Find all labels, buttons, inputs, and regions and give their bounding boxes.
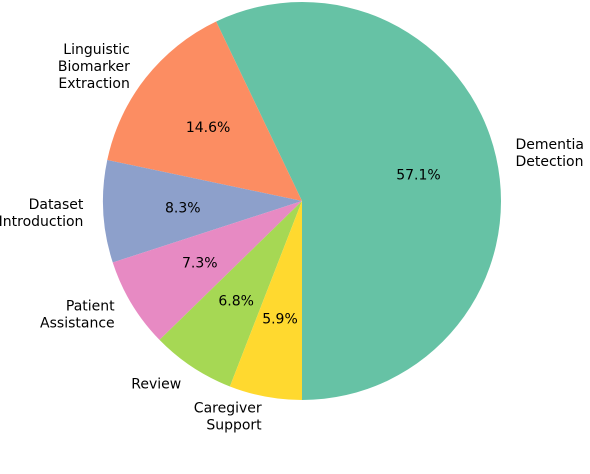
category-label: Caregiver Support <box>194 401 262 434</box>
label-line: Support <box>206 418 262 434</box>
pie-slice <box>229 201 302 400</box>
label-line: Review <box>131 377 181 393</box>
pie-slice <box>112 201 303 340</box>
label-line: Detection <box>515 154 583 170</box>
category-label: Patient Assistance <box>40 299 115 332</box>
pie-slice <box>159 201 302 387</box>
label-line: Dataset <box>29 197 84 213</box>
label-line: Introduction <box>0 214 83 230</box>
category-label: Linguistic Biomarker Extraction <box>58 42 130 92</box>
category-label: Dataset Introduction <box>0 197 84 230</box>
label-line: Assistance <box>40 316 115 332</box>
value-label: 7.3% <box>182 256 218 272</box>
value-label: 6.8% <box>218 294 254 310</box>
label-line: Extraction <box>58 76 129 92</box>
value-label: 5.9% <box>262 311 298 327</box>
label-line: Linguistic <box>63 42 130 58</box>
pie-slice <box>102 160 302 263</box>
category-label: Review <box>131 377 181 393</box>
value-label: 57.1% <box>396 168 440 184</box>
pie-slice <box>107 21 303 201</box>
value-label: 14.6% <box>186 120 230 136</box>
label-line: Biomarker <box>58 59 130 75</box>
label-line: Caregiver <box>194 401 262 417</box>
category-label: Dementia Detection <box>515 137 583 170</box>
label-line: Patient <box>66 299 115 315</box>
pie-slice <box>216 2 501 401</box>
label-line: Dementia <box>515 137 583 153</box>
value-label: 8.3% <box>165 200 201 216</box>
